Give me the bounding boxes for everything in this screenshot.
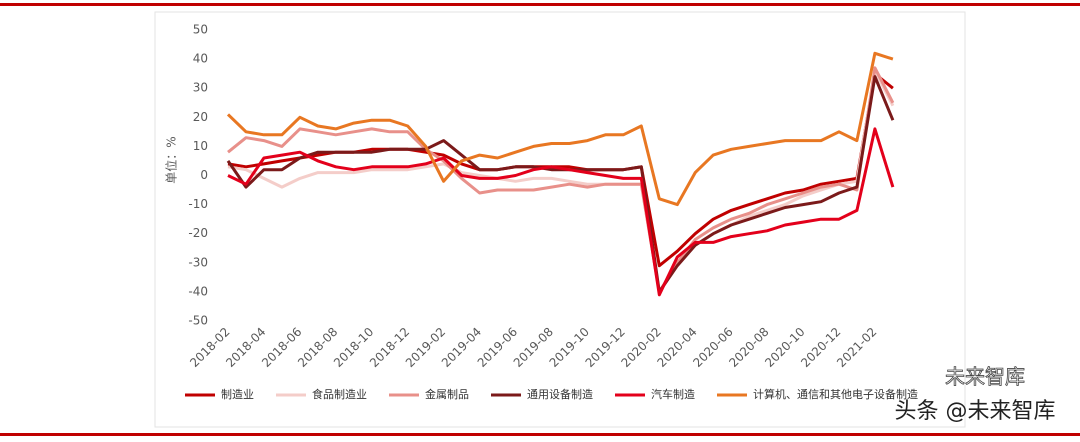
legend-label: 制造业 bbox=[221, 387, 254, 401]
y-tick-label: 0 bbox=[200, 168, 208, 182]
y-tick-label: -40 bbox=[188, 284, 208, 298]
chart-frame bbox=[154, 11, 966, 428]
y-tick-label: -50 bbox=[188, 314, 208, 328]
y-axis-label: 单位：% bbox=[164, 136, 179, 183]
series-line bbox=[227, 66, 895, 294]
y-tick-label: 10 bbox=[193, 139, 208, 153]
y-tick-label: -20 bbox=[188, 226, 208, 240]
y-tick-label: -10 bbox=[188, 197, 208, 211]
top-rule bbox=[0, 3, 1080, 6]
series-line bbox=[227, 127, 895, 297]
legend-label: 金属制品 bbox=[425, 387, 469, 401]
legend-label: 汽车制造 bbox=[651, 387, 695, 401]
watermark-credit: 头条 @未来智库 bbox=[895, 399, 1056, 424]
y-tick-label: 50 bbox=[193, 23, 208, 37]
series-line bbox=[226, 51, 894, 207]
legend-label: 食品制造业 bbox=[312, 387, 367, 401]
bottom-rule bbox=[0, 433, 1080, 436]
watermark-brand: 未来智库 bbox=[945, 365, 1025, 389]
y-tick-label: 30 bbox=[193, 81, 208, 95]
series-line bbox=[227, 69, 895, 294]
y-tick-label: -30 bbox=[188, 255, 208, 269]
y-tick-label: 40 bbox=[193, 52, 208, 66]
x-tick-label: 2021-02 bbox=[834, 325, 879, 370]
legend-label: 通用设备制造 bbox=[527, 387, 593, 401]
y-tick-label: 20 bbox=[193, 110, 208, 124]
legend-label: 计算机、通信和其他电子设备制造 bbox=[753, 387, 918, 401]
